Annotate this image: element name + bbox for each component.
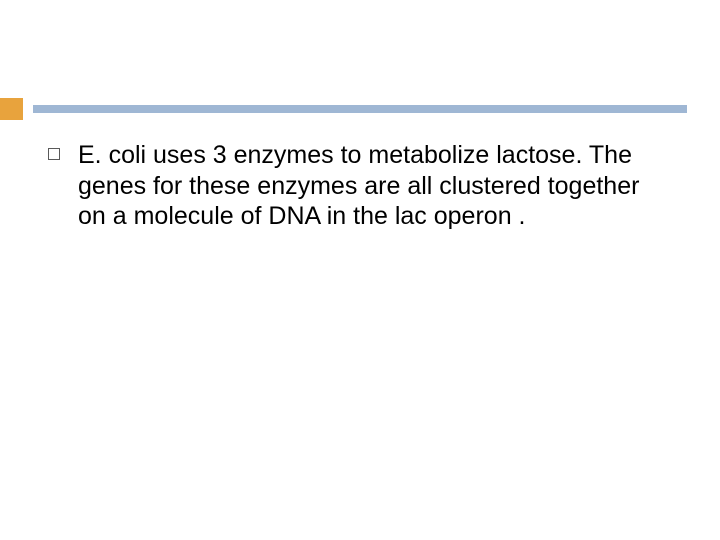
bullet-item: E. coli uses 3 enzymes to metabolize lac… (48, 140, 672, 232)
bullet-marker-icon (48, 148, 60, 160)
accent-bar (0, 98, 23, 120)
bullet-text: E. coli uses 3 enzymes to metabolize lac… (78, 140, 672, 232)
header-rule (33, 105, 687, 113)
content-area: E. coli uses 3 enzymes to metabolize lac… (48, 140, 672, 232)
slide: E. coli uses 3 enzymes to metabolize lac… (0, 0, 720, 540)
